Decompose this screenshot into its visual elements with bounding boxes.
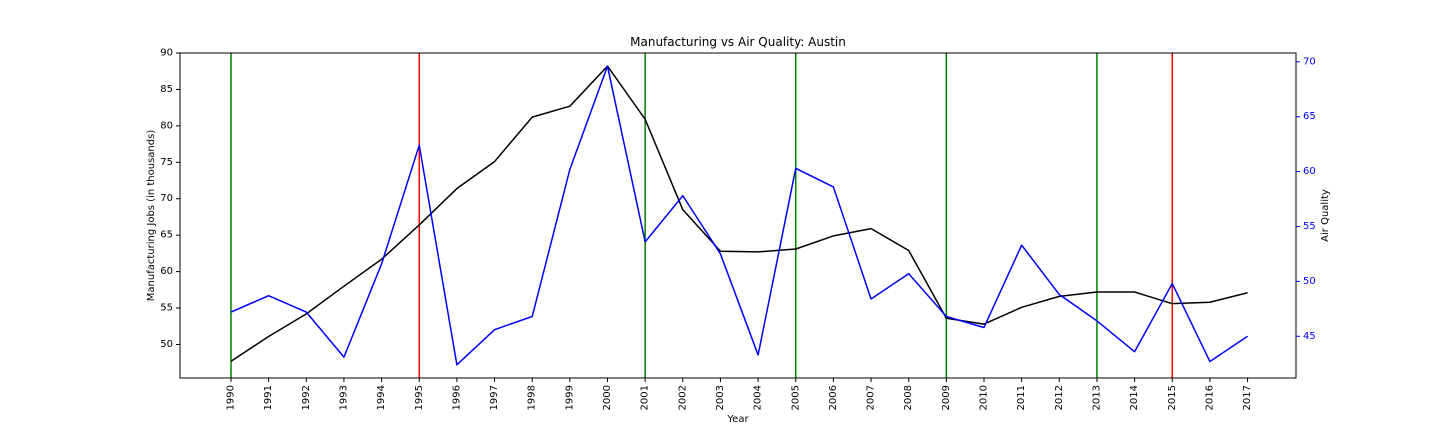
x-tick-label-1994: 1994 bbox=[376, 385, 387, 410]
x-tick-label-1998: 1998 bbox=[527, 385, 538, 410]
y-right-tick-label-60: 60 bbox=[1303, 166, 1316, 177]
x-tick-label-1990: 1990 bbox=[226, 385, 237, 410]
x-tick-label-1992: 1992 bbox=[301, 385, 312, 410]
x-tick-label-2016: 2016 bbox=[1204, 385, 1215, 410]
y-left-tick-label-65: 65 bbox=[160, 230, 173, 241]
x-tick-label-1995: 1995 bbox=[414, 385, 425, 410]
y-left-tick-label-70: 70 bbox=[160, 193, 173, 204]
x-tick-label-2017: 2017 bbox=[1242, 385, 1253, 410]
x-axis-label: Year bbox=[726, 414, 749, 425]
y-right-tick-label-50: 50 bbox=[1303, 276, 1316, 287]
x-tick-label-2013: 2013 bbox=[1091, 385, 1102, 410]
x-tick-label-2004: 2004 bbox=[753, 385, 764, 410]
y-left-tick-label-60: 60 bbox=[160, 266, 173, 277]
x-tick-label-2000: 2000 bbox=[602, 385, 613, 410]
y-left-tick-label-85: 85 bbox=[160, 84, 173, 95]
y-left-tick-label-80: 80 bbox=[160, 120, 173, 131]
x-tick-label-2001: 2001 bbox=[640, 385, 651, 410]
plot-frame bbox=[179, 52, 1297, 379]
y-left-tick-label-50: 50 bbox=[160, 339, 173, 350]
y-right-tick-label-70: 70 bbox=[1303, 56, 1316, 67]
x-tick-label-2014: 2014 bbox=[1129, 385, 1140, 410]
x-tick-label-1996: 1996 bbox=[451, 385, 462, 410]
y-left-tick-label-90: 90 bbox=[160, 48, 173, 59]
x-tick-label-2010: 2010 bbox=[979, 385, 990, 410]
y-axis-right-label: Air Quality bbox=[1320, 189, 1331, 242]
x-tick-label-2015: 2015 bbox=[1167, 385, 1178, 410]
x-tick-label-2009: 2009 bbox=[941, 385, 952, 410]
x-tick-label-1993: 1993 bbox=[338, 385, 349, 410]
series-line-right bbox=[230, 65, 1248, 366]
plot-area: 1990 1991 1992 1993 1994 1995 1996 1997 1998 1999… bbox=[160, 48, 1315, 411]
x-tick-label-2011: 2011 bbox=[1016, 385, 1027, 410]
series-line-left bbox=[230, 65, 1248, 362]
x-tick-label-2008: 2008 bbox=[903, 385, 914, 410]
x-tick-label-1997: 1997 bbox=[489, 385, 500, 410]
y-right-tick-label-45: 45 bbox=[1303, 331, 1316, 342]
y-axis-left-label: Manufacturing Jobs (in thousands) bbox=[146, 130, 157, 302]
y-left-tick-label-55: 55 bbox=[160, 303, 173, 314]
x-tick-label-1991: 1991 bbox=[263, 385, 274, 410]
x-tick-label-2006: 2006 bbox=[828, 385, 839, 410]
x-tick-label-2012: 2012 bbox=[1054, 385, 1065, 410]
x-tick-label-2005: 2005 bbox=[790, 385, 801, 410]
x-tick-label-2007: 2007 bbox=[866, 385, 877, 410]
chart-title: Manufacturing vs Air Quality: Austin bbox=[630, 35, 846, 49]
y-left-tick-label-75: 75 bbox=[160, 157, 173, 168]
x-tick-label-2003: 2003 bbox=[715, 385, 726, 410]
y-right-tick-label-65: 65 bbox=[1303, 111, 1316, 122]
y-right-tick-label-55: 55 bbox=[1303, 221, 1316, 232]
x-tick-label-2002: 2002 bbox=[677, 385, 688, 410]
x-tick-label-1999: 1999 bbox=[564, 385, 575, 410]
